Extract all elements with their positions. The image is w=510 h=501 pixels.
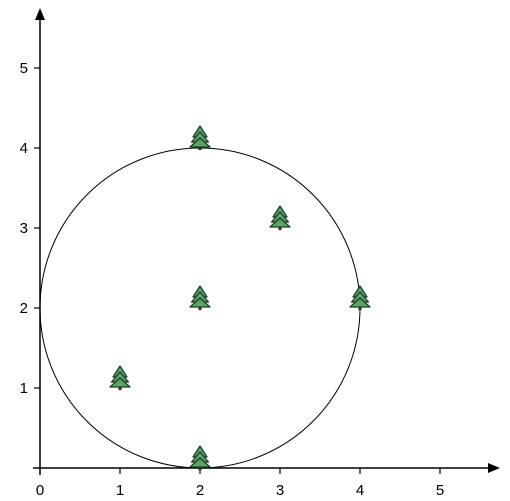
y-tick-label: 1 [20,380,28,397]
y-tick-label: 4 [20,140,28,157]
tree-icon [269,205,291,231]
x-ticks: 0 1 2 3 4 5 [36,468,444,499]
x-tick-label: 1 [116,482,124,499]
x-tick-label: 2 [196,482,204,499]
points [109,125,371,471]
axes [33,8,500,475]
tree-icon [189,125,211,151]
x-tick-label: 4 [356,482,364,499]
tree-icon [109,365,131,391]
y-tick-label: 3 [20,220,28,237]
y-tick-label: 2 [20,300,28,317]
x-axis-arrow [488,463,500,473]
tree-icon [349,285,371,311]
y-tick-label: 5 [20,60,28,77]
tree-icon [189,445,211,471]
y-ticks: 1 2 3 4 5 [20,60,40,397]
tree-icon [189,285,211,311]
x-tick-label: 0 [36,482,44,499]
x-tick-label: 5 [436,482,444,499]
y-axis-arrow [35,8,45,20]
x-tick-label: 3 [276,482,284,499]
